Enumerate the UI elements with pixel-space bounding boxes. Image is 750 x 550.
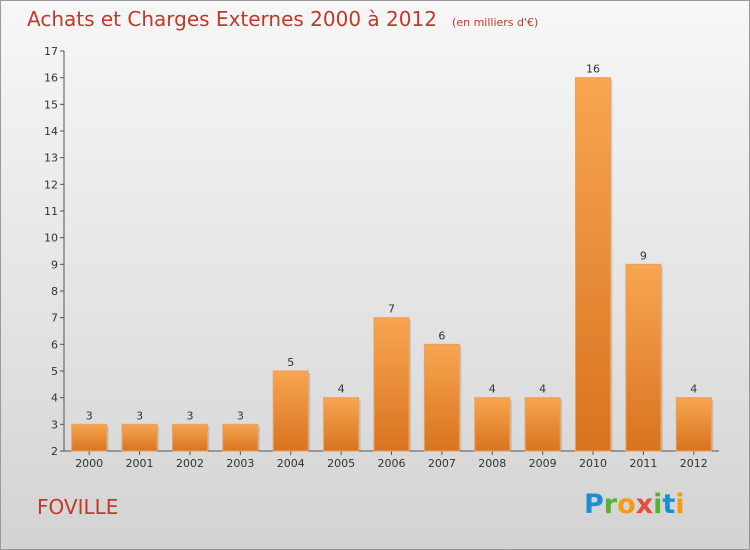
x-tick-label-2008: 2008 — [478, 457, 506, 470]
bar-2008 — [474, 397, 511, 452]
x-tick-label-2001: 2001 — [126, 457, 154, 470]
x-tick-label-2005: 2005 — [327, 457, 355, 470]
value-label-2006: 7 — [388, 303, 395, 316]
value-label-2011: 9 — [640, 249, 647, 262]
x-tick-label-2007: 2007 — [428, 457, 456, 470]
x-tick-label-2010: 2010 — [579, 457, 607, 470]
y-tick-label: 14 — [44, 125, 58, 138]
y-tick-label: 12 — [44, 178, 58, 191]
y-tick-label: 7 — [51, 312, 58, 325]
y-tick-label: 11 — [44, 205, 58, 218]
y-tick-label: 2 — [51, 445, 58, 458]
labels: 3 2000 3 2001 3 2002 3 2003 5 2004 4 2005 7 2006 6 2007… — [75, 63, 708, 470]
x-tick-label-2012: 2012 — [680, 457, 708, 470]
x-tick-label-2000: 2000 — [75, 457, 103, 470]
value-label-2002: 3 — [186, 409, 193, 422]
x-tick-label-2006: 2006 — [378, 457, 406, 470]
x-tick-label-2004: 2004 — [277, 457, 305, 470]
y-tick-label: 16 — [44, 72, 58, 85]
bar-2011 — [625, 263, 662, 452]
bar-2004 — [272, 370, 309, 452]
bar-2006 — [373, 317, 410, 452]
x-tick-label-2002: 2002 — [176, 457, 204, 470]
chart-title: Achats et Charges Externes 2000 à 2012 — [27, 7, 437, 31]
x-tick-label-2003: 2003 — [226, 457, 254, 470]
value-label-2005: 4 — [338, 383, 345, 396]
y-tick-label: 6 — [51, 338, 58, 351]
y-tick-label: 13 — [44, 152, 58, 165]
value-label-2008: 4 — [489, 383, 496, 396]
y-tick-label: 3 — [51, 418, 58, 431]
y-tick-label: 10 — [44, 232, 58, 245]
x-tick-label-2011: 2011 — [629, 457, 657, 470]
y-tick-label: 8 — [51, 285, 58, 298]
town-name: FOVILLE — [37, 495, 119, 519]
bar-2003 — [222, 423, 259, 452]
value-label-2001: 3 — [136, 409, 143, 422]
bar-2012 — [675, 397, 712, 452]
title-row: Achats et Charges Externes 2000 à 2012 (… — [27, 7, 538, 31]
x-tick-label-2009: 2009 — [529, 457, 557, 470]
bar-2010 — [575, 77, 612, 452]
bar-2001 — [121, 423, 158, 452]
value-label-2009: 4 — [539, 383, 546, 396]
y-tick-label: 15 — [44, 98, 58, 111]
bar-2002 — [171, 423, 208, 452]
value-label-2012: 4 — [690, 383, 697, 396]
y-tick-label: 5 — [51, 365, 58, 378]
bar-2007 — [423, 343, 460, 452]
proxiti-logo: Proxiti — [584, 489, 685, 520]
y-tick-label: 4 — [51, 392, 58, 405]
bars — [71, 77, 714, 452]
bar-2005 — [323, 397, 360, 452]
y-tick-label: 9 — [51, 258, 58, 271]
bar-2009 — [524, 397, 561, 452]
bar-2000 — [71, 423, 108, 452]
value-label-2004: 5 — [287, 356, 294, 369]
value-label-2007: 6 — [438, 329, 445, 342]
value-label-2000: 3 — [86, 409, 93, 422]
value-label-2003: 3 — [237, 409, 244, 422]
chart-unit-note: (en milliers d'€) — [452, 16, 539, 29]
value-label-2010: 16 — [586, 63, 600, 76]
y-tick-label: 17 — [44, 45, 58, 58]
